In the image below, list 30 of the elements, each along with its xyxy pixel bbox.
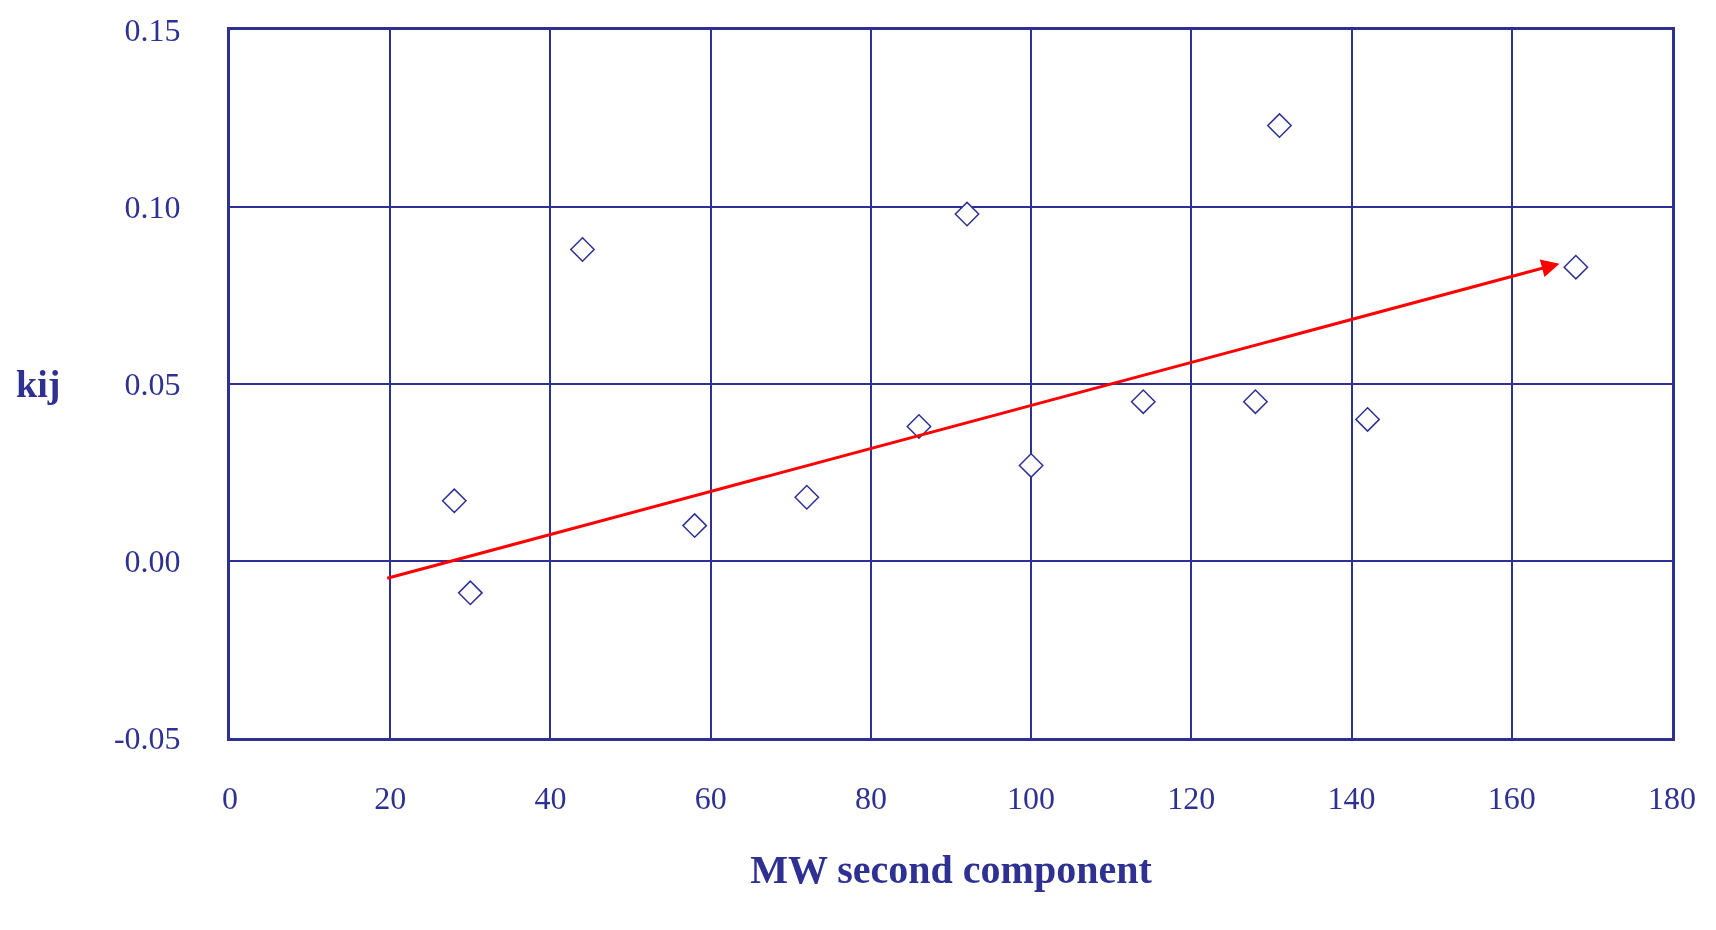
y-tick-label: 0.00 [124,543,181,580]
y-tick-label: 0.15 [124,12,181,49]
y-tick-label: 0.05 [124,366,181,403]
point [794,484,820,510]
point [1355,406,1381,432]
point [1267,113,1292,139]
x-tick-label: 140 [1327,780,1376,817]
x-tick-label: 160 [1487,780,1536,817]
point [457,580,483,606]
x-tick-label: 80 [854,780,887,817]
x-tick-label: 20 [374,780,407,817]
point [954,201,980,227]
x-axis-title: MW second component [750,846,1153,892]
point [1018,452,1044,478]
x-tick-label: 60 [694,780,727,817]
point [682,513,708,539]
point [441,488,467,514]
x-tick-label: 0 [222,780,238,817]
point [570,237,595,262]
y-axis-title: kij [16,363,61,405]
point [906,414,932,439]
point [1242,389,1268,415]
point [1130,389,1156,415]
y-tick-label: -0.05 [113,720,181,757]
x-tick-label: 120 [1167,780,1216,817]
x-tick-label: 180 [1648,780,1696,817]
point [1563,254,1589,280]
x-tick-label: 40 [534,780,567,817]
y-tick-label: 0.10 [124,189,181,226]
x-tick-label: 100 [1007,780,1056,817]
